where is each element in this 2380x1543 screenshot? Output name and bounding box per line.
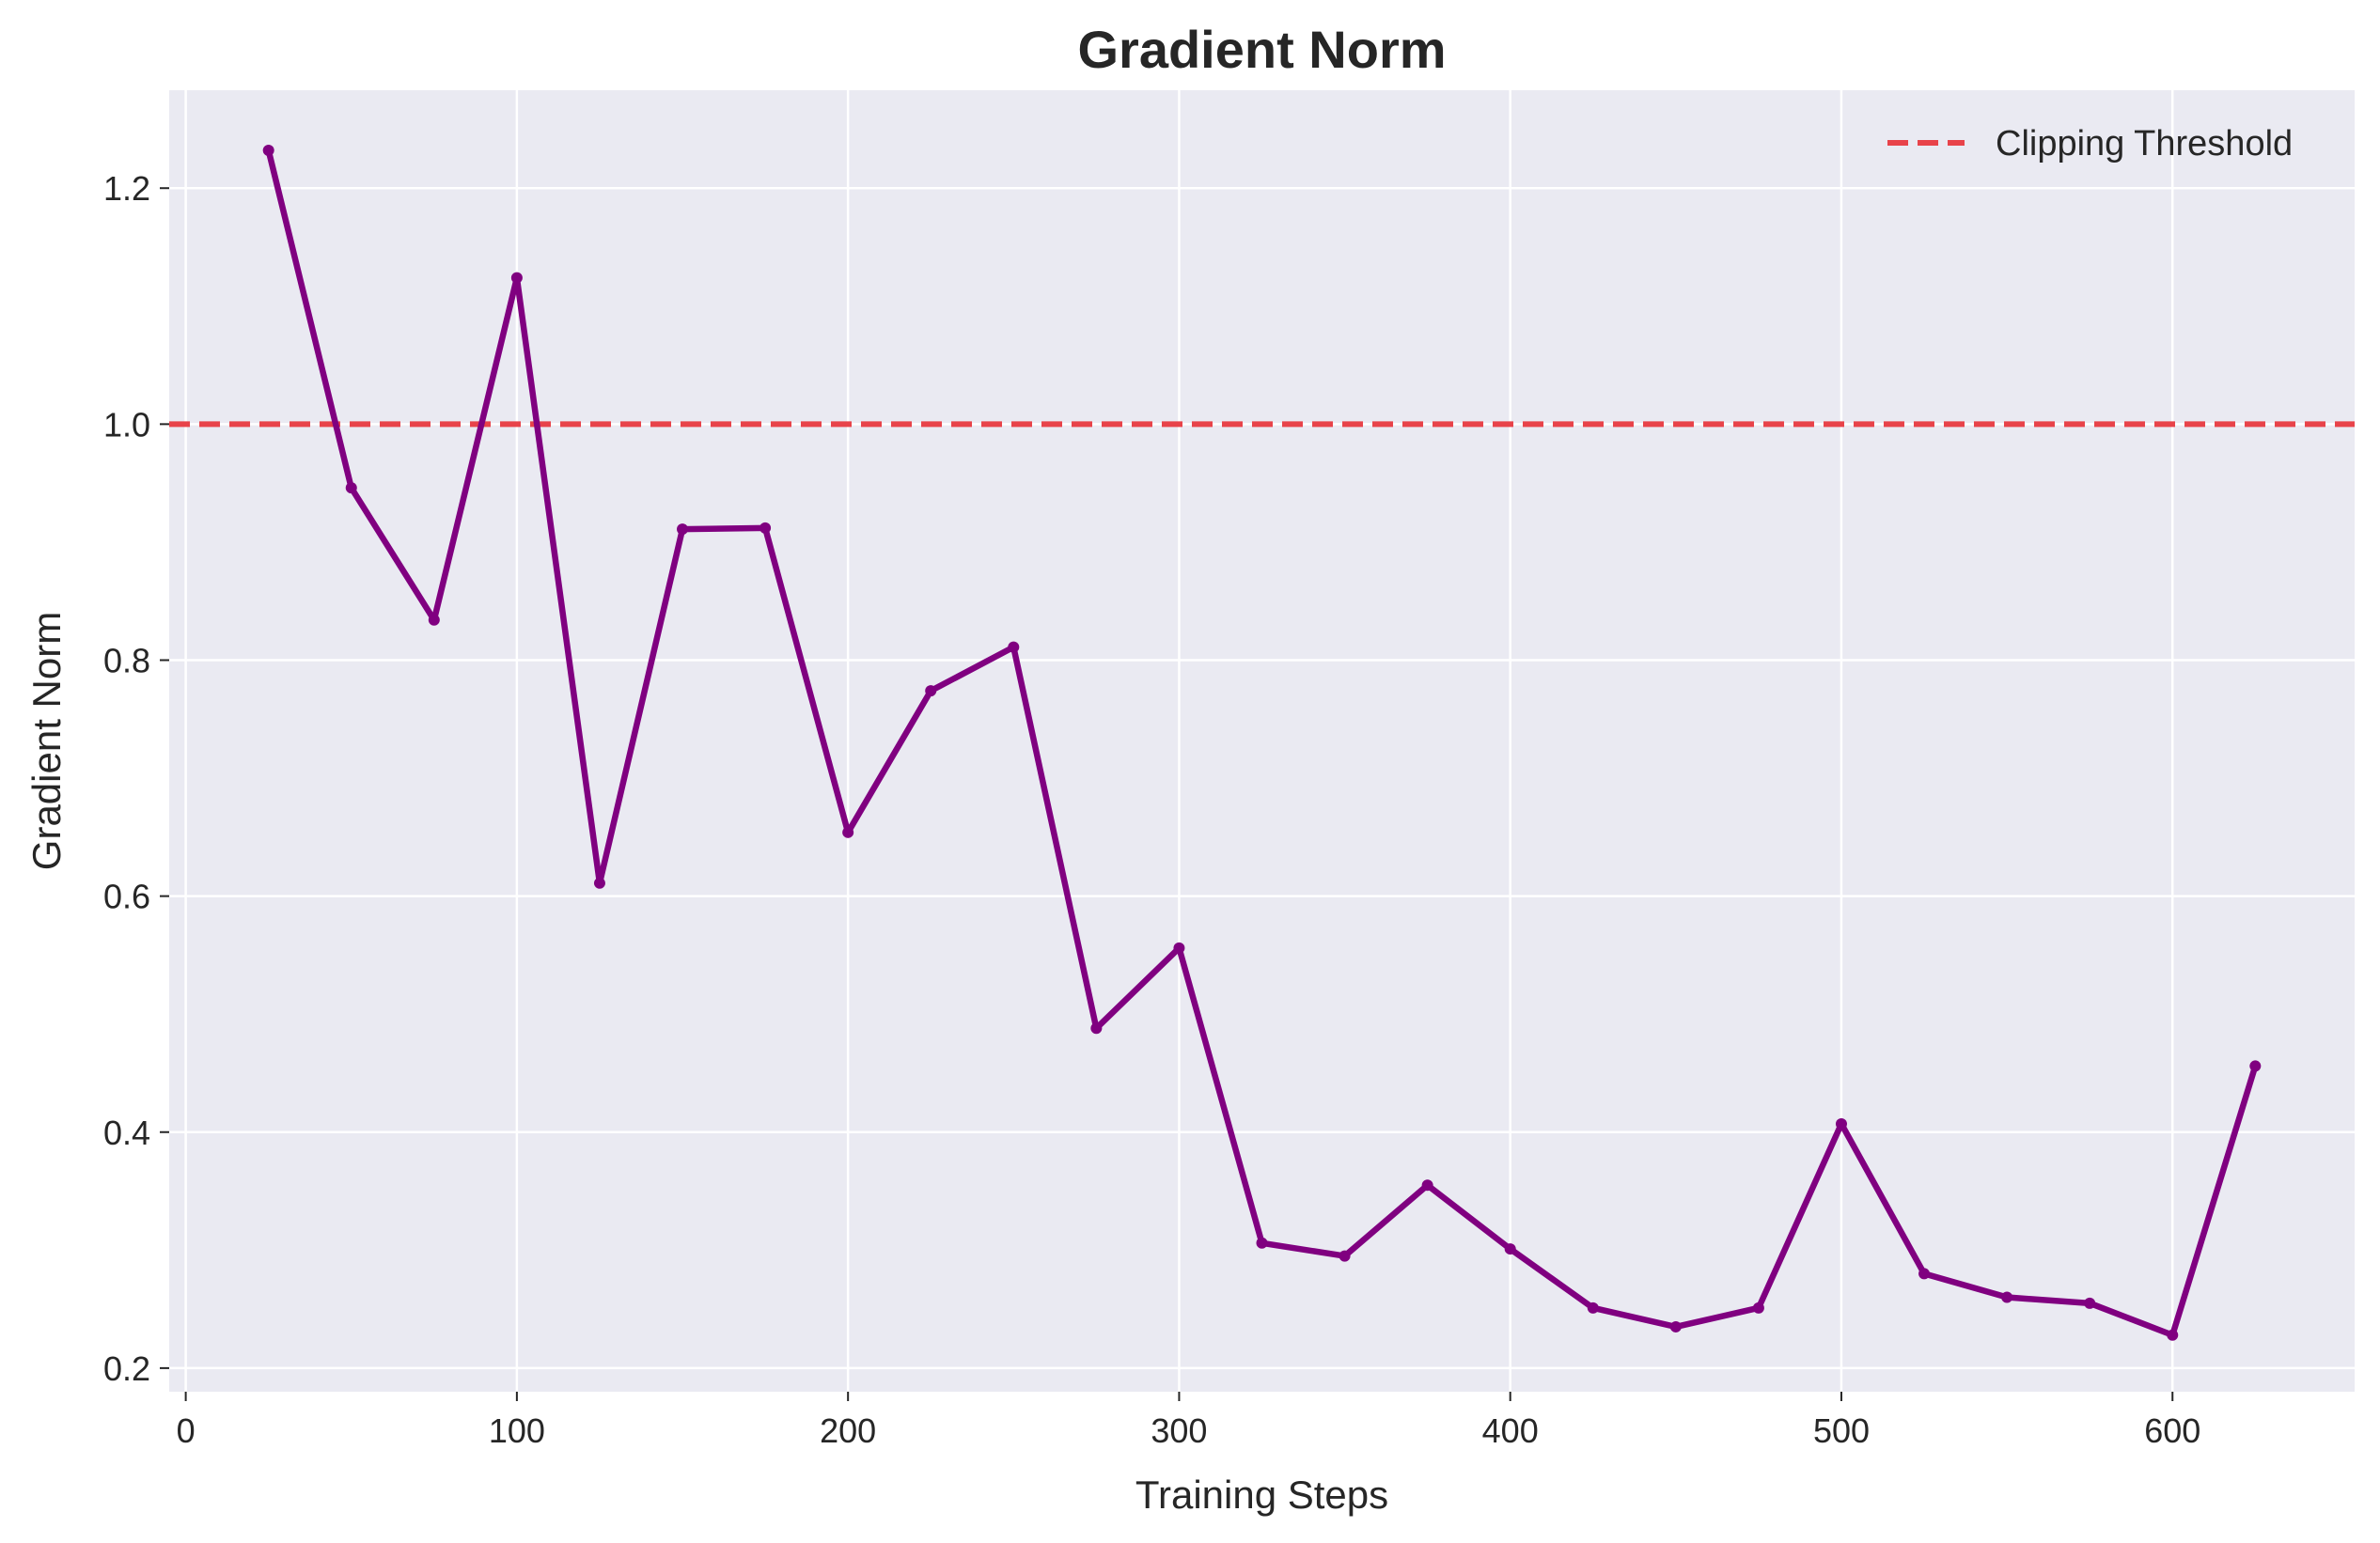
data-point [2001, 1291, 2013, 1303]
chart-title: Gradient Norm [1077, 20, 1446, 79]
data-point [1835, 1117, 1847, 1130]
y-tick-label: 0.8 [103, 641, 150, 679]
data-point [1918, 1268, 1931, 1280]
y-tick-label: 1.0 [103, 405, 150, 444]
data-point [1173, 942, 1185, 954]
data-point [2249, 1060, 2262, 1072]
data-point [345, 482, 357, 494]
x-tick-label: 600 [2144, 1411, 2200, 1450]
data-point [428, 614, 440, 626]
y-tick-label: 0.4 [103, 1114, 150, 1152]
x-axis-ticks: 0 100 200 300 400 500 600 [177, 1392, 2200, 1450]
data-point [842, 826, 854, 838]
data-point [677, 523, 689, 536]
legend: Clipping Threshold [1887, 124, 2293, 164]
y-tick-label: 0.6 [103, 878, 150, 916]
data-point [262, 145, 274, 157]
data-point [1339, 1250, 1351, 1262]
data-point [1421, 1179, 1433, 1192]
y-tick-label: 1.2 [103, 169, 150, 208]
x-tick-label: 500 [1813, 1411, 1870, 1450]
plot-area [169, 90, 2355, 1392]
x-tick-label: 0 [177, 1411, 196, 1450]
data-point [1752, 1301, 1764, 1314]
data-point [2167, 1329, 2179, 1341]
data-point [1504, 1243, 1516, 1255]
x-tick-label: 300 [1151, 1411, 1207, 1450]
x-tick-label: 100 [489, 1411, 545, 1450]
x-tick-label: 400 [1482, 1411, 1539, 1450]
series-group [262, 145, 2262, 1341]
y-tick-label: 0.2 [103, 1349, 150, 1388]
data-point [593, 877, 605, 889]
data-point [1008, 641, 1020, 653]
data-point [1587, 1301, 1599, 1314]
x-axis-label: Training Steps [1135, 1473, 1388, 1517]
data-point [759, 522, 772, 534]
legend-label-clipping-threshold: Clipping Threshold [1996, 124, 2293, 164]
data-point [1256, 1237, 1268, 1249]
y-axis-ticks: 0.2 0.4 0.6 0.8 1.0 1.2 [103, 169, 169, 1388]
data-point [510, 272, 523, 284]
data-point [2084, 1297, 2096, 1309]
y-axis-label: Gradient Norm [24, 612, 69, 870]
data-point [1669, 1320, 1682, 1333]
x-tick-label: 200 [820, 1411, 876, 1450]
data-point [925, 685, 937, 697]
data-point [1090, 1022, 1103, 1035]
